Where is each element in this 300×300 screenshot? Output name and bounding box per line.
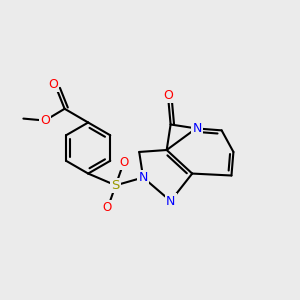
Text: S: S <box>112 179 120 192</box>
Text: O: O <box>40 114 50 127</box>
Text: N: N <box>138 171 148 184</box>
Text: O: O <box>48 78 58 91</box>
Text: N: N <box>192 122 202 135</box>
Text: N: N <box>166 194 175 208</box>
Text: O: O <box>102 201 111 214</box>
Text: O: O <box>120 156 129 169</box>
Text: O: O <box>164 88 174 101</box>
